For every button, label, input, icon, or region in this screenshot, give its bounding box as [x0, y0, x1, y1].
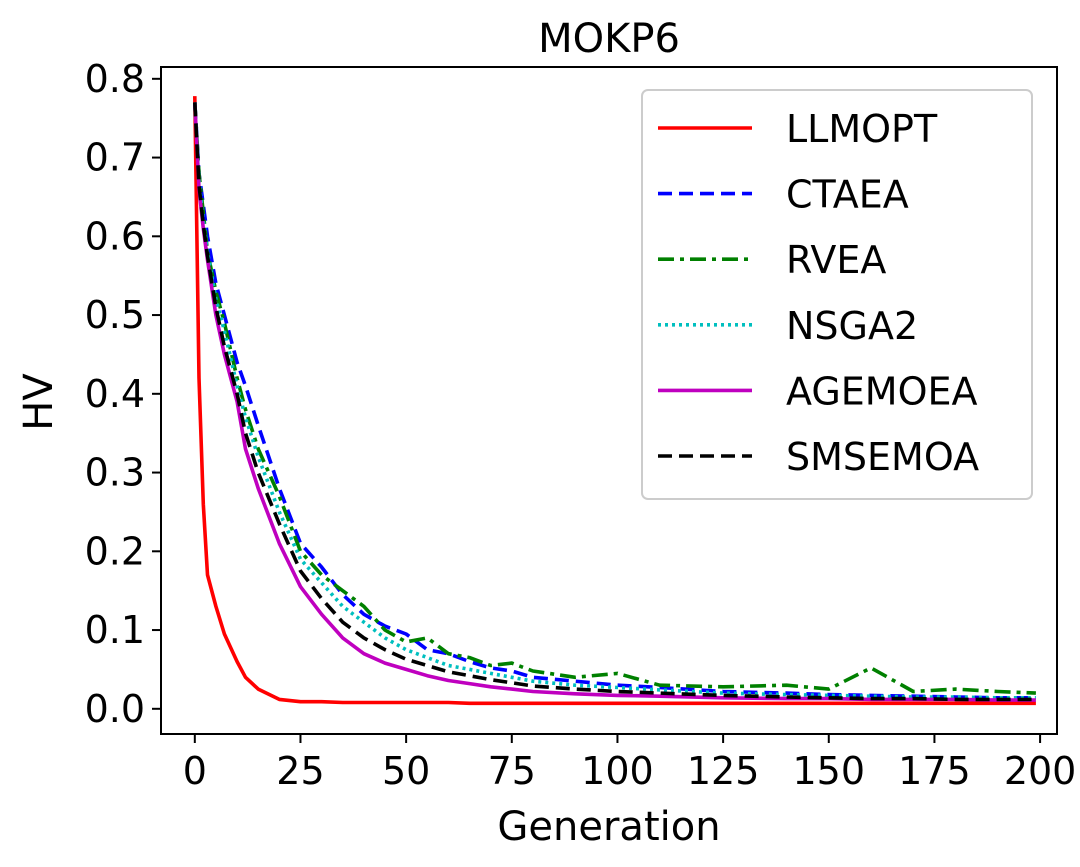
y-tick-label: 0.3 — [85, 451, 145, 495]
legend-label-ctaea: CTAEA — [786, 173, 909, 217]
x-tick-label: 50 — [382, 749, 430, 793]
x-tick-label: 125 — [687, 749, 760, 793]
series-line-ctaea — [193, 102, 1036, 700]
legend-label-llmopt: LLMOPT — [786, 107, 938, 151]
x-tick-label: 75 — [488, 749, 536, 793]
x-tick-label: 150 — [793, 749, 866, 793]
y-tick-label: 0.1 — [85, 608, 145, 652]
series-line-smsemoa — [193, 102, 1036, 702]
legend-label-rvea: RVEA — [786, 238, 886, 282]
legend-label-nsga2: NSGA2 — [786, 304, 918, 348]
legend-label-agemoea: AGEMOEA — [786, 369, 977, 413]
x-tick-label: 200 — [1004, 749, 1077, 793]
series-line-llmopt — [193, 96, 1036, 706]
y-tick-label: 0.6 — [85, 214, 145, 258]
x-axis-label: Generation — [497, 804, 720, 850]
y-tick-label: 0.0 — [85, 687, 145, 731]
x-tick-label: 0 — [183, 749, 207, 793]
y-tick-label: 0.2 — [85, 529, 145, 573]
legend-label-smsemoa: SMSEMOA — [786, 435, 979, 479]
y-tick-label: 0.5 — [85, 293, 145, 337]
x-tick-label: 175 — [898, 749, 971, 793]
x-tick-label: 100 — [581, 749, 654, 793]
y-axis-label: HV — [16, 373, 62, 431]
y-tick-label: 0.4 — [85, 372, 145, 416]
plot-frame — [160, 66, 1058, 735]
axes: 0 25 50 75 100 125 150 175 200 0.0 0.1 0.2 0.3 0.4 0.5… — [85, 57, 1077, 793]
chart-title: MOKP6 — [538, 16, 680, 62]
plot-area — [193, 96, 1036, 706]
legend-box — [641, 89, 1033, 500]
legend: LLMOPT CTAEA RVEA NSGA2 AGEMOEA SMSEMOA — [641, 89, 1033, 500]
y-tick-label: 0.7 — [85, 136, 145, 180]
series-line-rvea — [193, 102, 1036, 695]
x-tick-label: 25 — [276, 749, 324, 793]
y-tick-label: 0.8 — [85, 57, 145, 101]
